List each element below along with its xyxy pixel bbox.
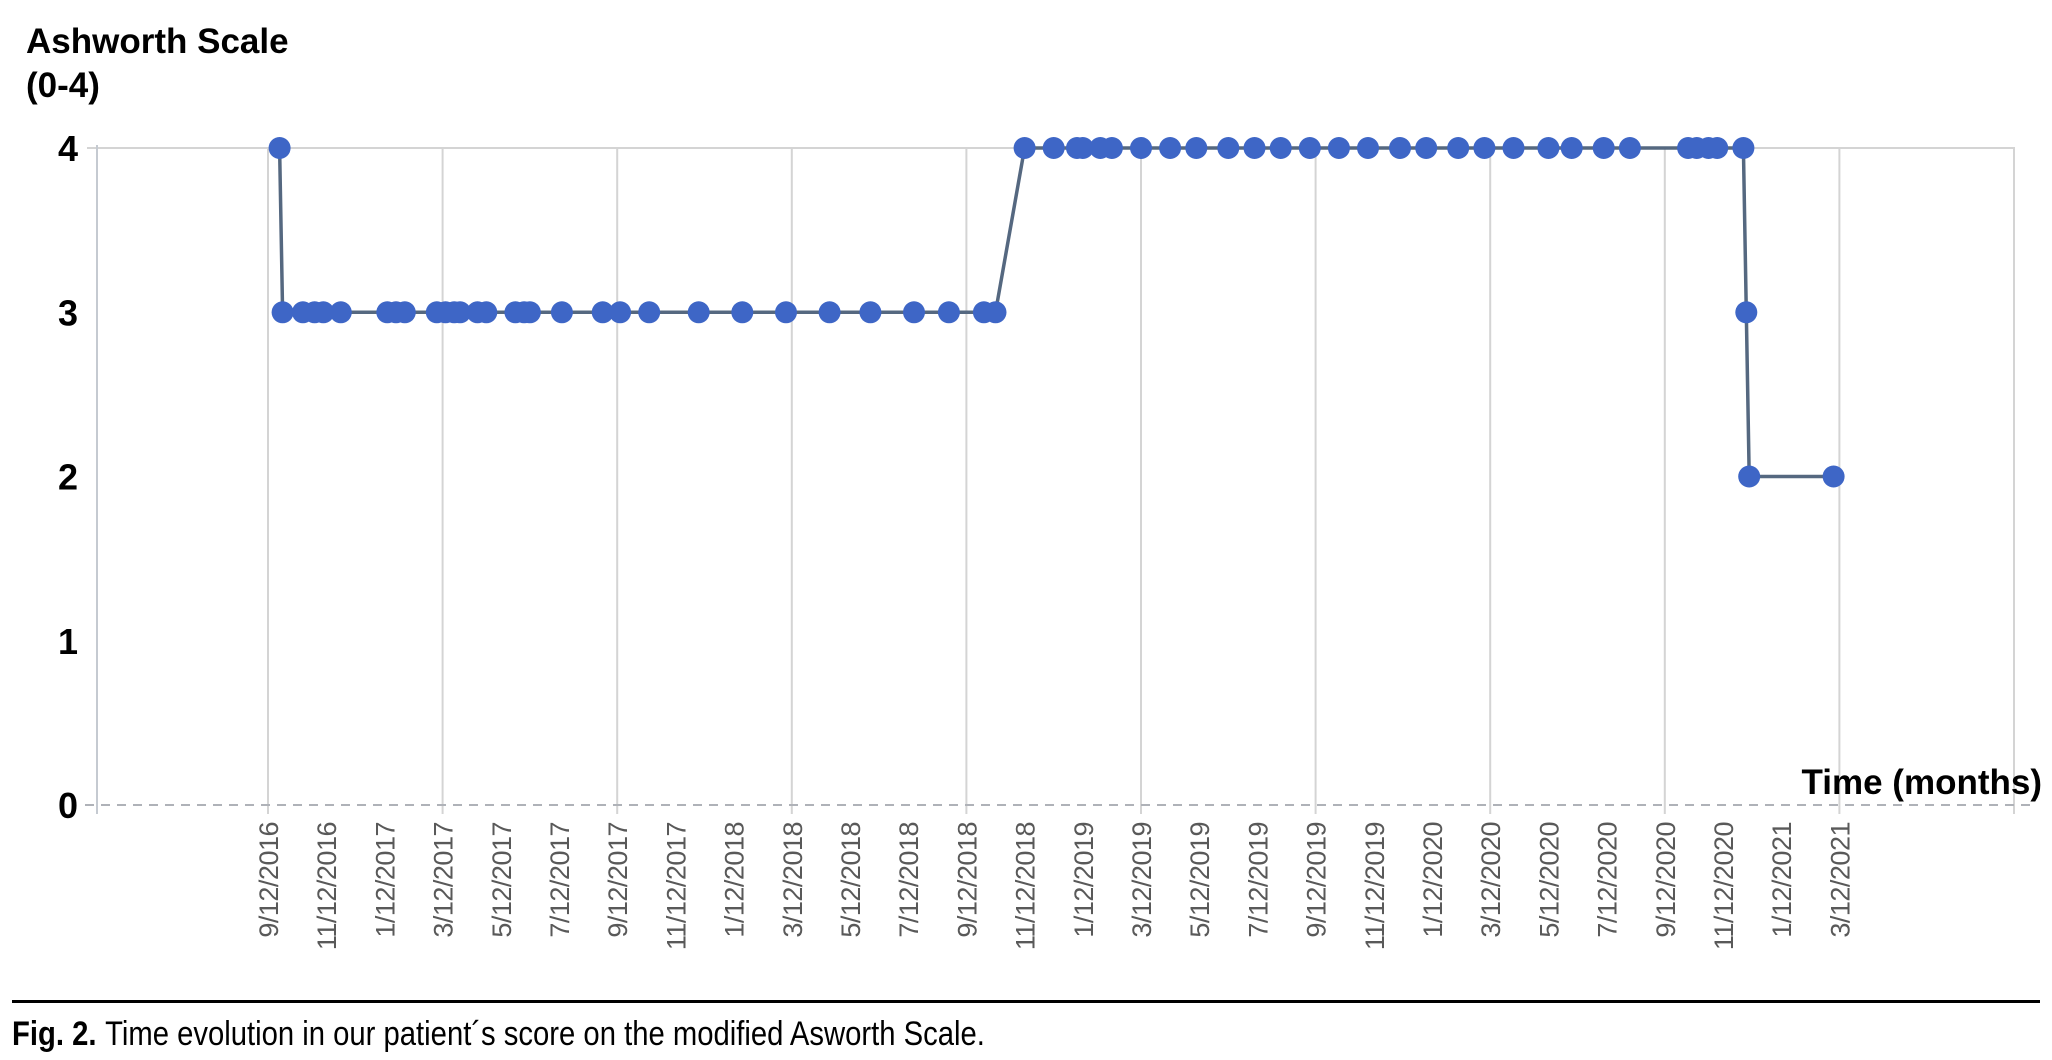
- x-tick-label: 3/12/2019: [1127, 822, 1157, 938]
- data-point: [903, 301, 925, 324]
- x-tick-label: 9/12/2017: [603, 822, 633, 938]
- x-tick-label: 3/12/2021: [1825, 822, 1855, 938]
- data-point: [984, 301, 1007, 324]
- x-tick-label: 1/12/2019: [1069, 822, 1099, 938]
- x-tick-label: 7/12/2019: [1243, 822, 1273, 938]
- y-tick-label: 4: [58, 128, 78, 169]
- data-point: [1706, 137, 1729, 159]
- x-tick-label: 1/12/2018: [720, 822, 750, 938]
- y-tick-label: 0: [58, 785, 78, 826]
- x-tick-label: 9/12/2016: [254, 822, 284, 938]
- x-tick-label: 9/12/2018: [952, 822, 982, 938]
- data-point: [518, 301, 541, 324]
- data-point: [1447, 137, 1470, 159]
- data-point: [393, 301, 416, 324]
- data-point: [1327, 137, 1350, 159]
- data-point: [1560, 137, 1583, 159]
- x-tick-label: 9/12/2020: [1651, 822, 1681, 938]
- x-tick-label: 5/12/2020: [1534, 822, 1564, 938]
- x-tick-label: 7/12/2017: [545, 822, 575, 938]
- x-tick-label: 5/12/2019: [1185, 822, 1215, 938]
- data-point: [1130, 137, 1152, 159]
- x-tick-label: 1/12/2017: [370, 822, 400, 938]
- x-tick-label: 11/12/2017: [661, 822, 691, 950]
- x-tick-label: 1/12/2020: [1418, 822, 1448, 938]
- x-tick-label: 7/12/2020: [1593, 822, 1623, 938]
- data-point: [775, 301, 797, 324]
- x-tick-label: 1/12/2021: [1767, 822, 1797, 938]
- data-point: [475, 301, 498, 324]
- data-point: [312, 301, 335, 324]
- data-point: [1502, 137, 1525, 159]
- chart-title: Ashworth Scale (0-4): [26, 20, 289, 108]
- data-point: [731, 301, 754, 324]
- x-axis-title: Time (months): [1801, 763, 2042, 802]
- data-point: [1357, 137, 1379, 159]
- data-point: [1618, 137, 1641, 159]
- x-tick-label: 5/12/2018: [836, 822, 866, 938]
- data-point: [550, 301, 573, 324]
- figure-caption-text: Time evolution in our patient´s score on…: [105, 1015, 985, 1053]
- data-point: [591, 301, 614, 324]
- y-tick-label: 3: [58, 292, 78, 333]
- data-point: [687, 301, 710, 324]
- figure-caption-label: Fig. 2.: [12, 1015, 97, 1053]
- figure-caption: Fig. 2. Time evolution in our patient´s s…: [12, 1015, 985, 1054]
- chart-canvas: 9/12/2016 11/12/2016 1/12/2017 3/12/2017 5/1…: [58, 128, 2030, 950]
- data-point: [1243, 137, 1266, 159]
- data-point: [1217, 137, 1240, 159]
- x-tick-label: 3/12/2018: [778, 822, 808, 938]
- x-tick-label: 3/12/2020: [1476, 822, 1506, 938]
- data-point: [1738, 465, 1761, 488]
- chart-title-line2: (0-4): [26, 65, 100, 105]
- data-point: [1100, 137, 1123, 159]
- x-tick-label: 11/12/2019: [1360, 822, 1390, 950]
- data-point: [1732, 137, 1755, 159]
- y-tick-label: 1: [58, 621, 78, 662]
- data-point: [1042, 137, 1065, 159]
- data-point: [1071, 137, 1094, 159]
- data-point: [1159, 137, 1182, 159]
- data-point: [1592, 137, 1615, 159]
- x-tick-label: 11/12/2016: [312, 822, 342, 950]
- x-tick-label: 11/12/2020: [1709, 822, 1739, 950]
- data-point: [1298, 137, 1321, 159]
- data-point: [271, 301, 294, 324]
- data-point: [329, 301, 352, 324]
- data-point: [1415, 137, 1438, 159]
- data-point: [1269, 137, 1292, 159]
- data-point: [1013, 137, 1036, 159]
- data-point: [1735, 301, 1758, 324]
- data-point: [268, 137, 291, 159]
- y-tick-label: 2: [58, 457, 78, 498]
- data-point: [859, 301, 882, 324]
- data-point: [1473, 137, 1496, 159]
- x-tick-label: 9/12/2019: [1302, 822, 1332, 938]
- x-tick-label: 5/12/2017: [487, 822, 517, 938]
- data-point: [638, 301, 661, 324]
- caption-rule: [12, 1000, 2040, 1003]
- data-point: [937, 301, 960, 324]
- data-point: [609, 301, 632, 324]
- data-point: [1389, 137, 1411, 159]
- x-tick-label: 3/12/2017: [429, 822, 459, 938]
- data-point: [449, 301, 472, 324]
- data-point: [1185, 137, 1208, 159]
- data-point: [1537, 137, 1560, 159]
- x-tick-label: 7/12/2018: [894, 822, 924, 938]
- x-tick-label: 11/12/2018: [1011, 822, 1041, 950]
- data-point: [818, 301, 841, 324]
- chart-title-line1: Ashworth Scale: [26, 22, 289, 61]
- data-point: [1822, 465, 1845, 488]
